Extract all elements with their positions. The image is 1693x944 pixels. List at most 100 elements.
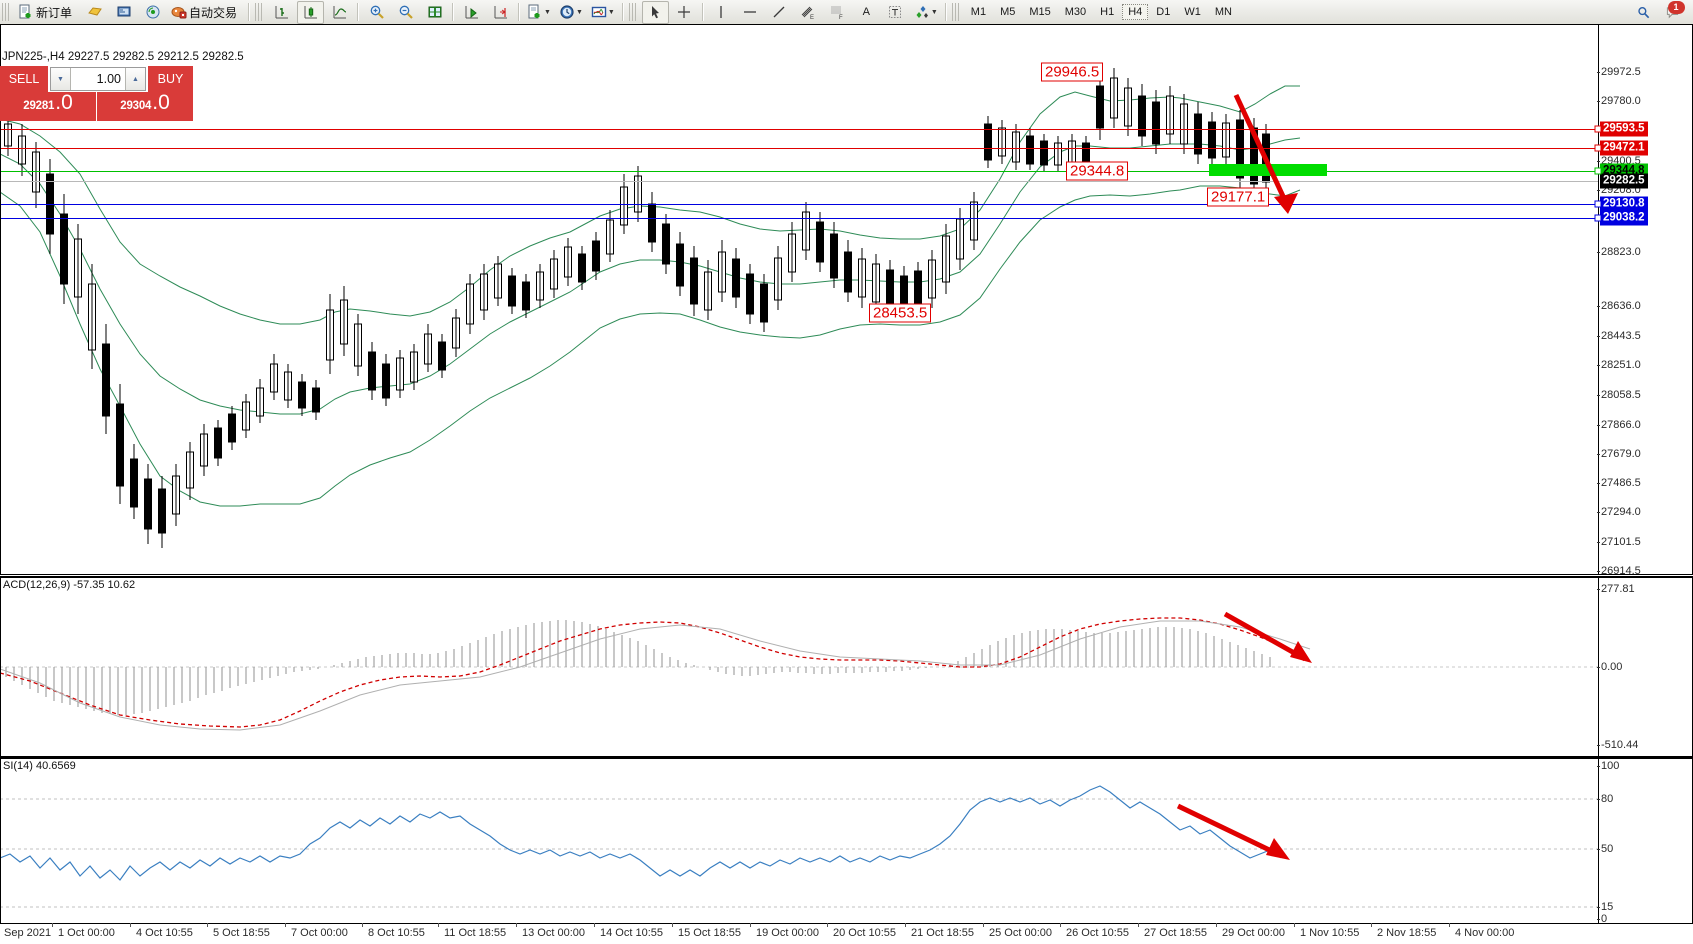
macd-tick: 0.00 xyxy=(1596,661,1623,673)
timeframe-mn[interactable]: MN xyxy=(1214,6,1232,18)
annotation-29177[interactable]: 29177.1 xyxy=(1207,187,1270,207)
templates-button[interactable]: ▼ xyxy=(588,1,618,24)
price-series-svg xyxy=(0,68,1301,548)
price-level-29038[interactable] xyxy=(0,218,1598,219)
price-level-29593[interactable] xyxy=(0,129,1598,130)
macd-pane[interactable]: ACD(12,26,9) -57.35 10.62 xyxy=(0,576,1693,757)
price-level-29344[interactable] xyxy=(0,171,1598,172)
sell-button[interactable]: SELL xyxy=(0,66,49,92)
trendline-button[interactable] xyxy=(766,1,793,24)
price-tick: 28636.0 xyxy=(1597,300,1641,312)
auto-trading-label: 自动交易 xyxy=(189,5,238,20)
support-zone-rectangle[interactable] xyxy=(1209,164,1327,176)
volume-value[interactable]: 1.00 xyxy=(96,72,121,86)
chevron-down-icon-3[interactable]: ▼ xyxy=(607,8,615,16)
price-tick: 27486.5 xyxy=(1597,477,1641,489)
annotation-28453[interactable]: 28453.5 xyxy=(869,303,932,323)
time-axis[interactable]: Sep 2021 1 Oct 00:00 4 Oct 10:55 5 Oct 1… xyxy=(0,923,1693,944)
timeframe-w1[interactable]: W1 xyxy=(1184,6,1201,18)
annotation-29344[interactable]: 29344.8 xyxy=(1066,161,1129,181)
fibonacci-button[interactable]: F xyxy=(824,1,851,24)
ask-price-button[interactable]: 29304 .0 xyxy=(97,92,193,121)
zoom-out-icon xyxy=(398,4,414,20)
grid-button[interactable] xyxy=(421,1,448,24)
chart-shift-button[interactable] xyxy=(458,1,485,24)
crosshair-button[interactable] xyxy=(671,1,698,24)
timeframe-grip[interactable] xyxy=(951,3,961,21)
macd-axis[interactable]: 277.81 0.00 -510.44 xyxy=(1596,577,1693,757)
price-box-29038[interactable]: 29038.2 xyxy=(1600,210,1648,226)
price-pane[interactable]: 29946.5 29344.8 29177.1 28453.5 29972.5 … xyxy=(0,24,1693,577)
periods-button[interactable]: ▼ xyxy=(556,1,586,24)
auto-trading-button[interactable]: 自动交易 xyxy=(168,1,244,24)
timeframe-m5[interactable]: M5 xyxy=(1000,6,1016,18)
annotation-29946[interactable]: 29946.5 xyxy=(1041,62,1104,82)
level-handle-29038[interactable] xyxy=(1594,214,1602,222)
timeframe-h4[interactable]: H4 xyxy=(1122,4,1149,20)
timeframe-m15[interactable]: M15 xyxy=(1029,6,1051,18)
rsi-axis[interactable]: 100 80 50 15 0 xyxy=(1596,758,1693,925)
rsi-tick: 50 xyxy=(1596,843,1614,855)
toolbar-grip[interactable] xyxy=(2,3,11,21)
line-chart-button[interactable] xyxy=(326,1,353,24)
chart-area[interactable]: 29946.5 29344.8 29177.1 28453.5 29972.5 … xyxy=(0,24,1693,944)
timeframe-h1[interactable]: H1 xyxy=(1100,6,1115,18)
zoom-out-button[interactable] xyxy=(392,1,419,24)
price-level-29130[interactable] xyxy=(0,204,1598,205)
notifications-button[interactable]: 1 xyxy=(1659,0,1686,24)
shapes-button[interactable]: ▼ xyxy=(911,1,941,24)
horizontal-line-button[interactable] xyxy=(737,1,764,24)
price-box-29593[interactable]: 29593.5 xyxy=(1600,121,1648,137)
search-button[interactable] xyxy=(1630,1,1657,24)
price-box-29130[interactable]: 29130.8 xyxy=(1600,196,1648,212)
candlestick-chart-button[interactable] xyxy=(297,0,325,24)
level-handle-29130[interactable] xyxy=(1594,200,1602,208)
text-label-button[interactable] xyxy=(882,1,909,24)
volume-increment-button[interactable]: ▲ xyxy=(125,68,145,90)
timeframe-m30[interactable]: M30 xyxy=(1064,6,1087,18)
level-handle-29344[interactable] xyxy=(1594,167,1602,175)
price-tick: 28823.0 xyxy=(1597,246,1641,258)
volume-stepper[interactable]: ▼ 1.00 ▲ xyxy=(50,67,146,91)
level-handle-29472[interactable] xyxy=(1594,144,1602,152)
rsi-plot[interactable] xyxy=(0,758,1598,924)
equidistant-channel-button[interactable]: E xyxy=(795,1,822,24)
new-order-button[interactable]: 新订单 xyxy=(15,1,79,24)
timeframe-d1[interactable]: D1 xyxy=(1156,6,1171,18)
cursor-button[interactable] xyxy=(641,0,669,24)
signals-button[interactable] xyxy=(139,1,166,24)
add-indicator-button[interactable]: ▼ xyxy=(524,1,554,24)
draw-tools-grip[interactable] xyxy=(628,3,638,21)
text-button[interactable]: A xyxy=(853,1,880,24)
downtrend-arrow[interactable] xyxy=(1230,89,1310,234)
buy-button[interactable]: BUY xyxy=(147,66,193,92)
chevron-down-icon-2[interactable]: ▼ xyxy=(575,8,583,16)
toolbar-separator-7 xyxy=(944,3,947,21)
price-plot[interactable]: 29946.5 29344.8 29177.1 28453.5 xyxy=(0,24,1598,575)
chart-tools-grip[interactable] xyxy=(255,3,265,21)
macd-plot[interactable] xyxy=(0,577,1598,757)
price-level-29282[interactable] xyxy=(0,181,1598,182)
navigator-button[interactable] xyxy=(110,1,137,24)
price-axis[interactable]: 29972.5 29780.0 29400.5 29208.0 28823.0 … xyxy=(1597,24,1693,577)
chevron-down-icon-4[interactable]: ▼ xyxy=(930,8,938,16)
bar-chart-button[interactable] xyxy=(268,1,295,24)
timeframe-m1[interactable]: M1 xyxy=(970,6,987,18)
level-handle-29593[interactable] xyxy=(1594,125,1602,133)
auto-scroll-button[interactable] xyxy=(487,1,514,24)
volume-decrement-button[interactable]: ▼ xyxy=(51,68,71,90)
time-label: 1 Nov 10:55 xyxy=(1293,923,1360,939)
one-click-trading-panel[interactable]: SELL ▼ 1.00 ▲ BUY 29281 .0 29304 .0 xyxy=(0,66,193,121)
bid-price-button[interactable]: 29281 .0 xyxy=(0,92,97,121)
horizontal-line-icon xyxy=(742,4,758,20)
price-box-29472[interactable]: 29472.1 xyxy=(1600,140,1648,156)
price-box-29282[interactable]: 29282.5 xyxy=(1600,173,1648,189)
price-level-29472[interactable] xyxy=(0,148,1598,149)
chevron-down-icon[interactable]: ▼ xyxy=(544,8,551,16)
vertical-line-button[interactable] xyxy=(708,1,735,24)
market-watch-button[interactable] xyxy=(81,1,108,24)
rsi-label: SI(14) 40.6569 xyxy=(3,760,76,772)
price-tick: 27294.0 xyxy=(1597,506,1641,518)
zoom-in-button[interactable] xyxy=(363,1,390,24)
rsi-pane[interactable]: SI(14) 40.6569 100 80 50 15 0 xyxy=(0,757,1693,925)
